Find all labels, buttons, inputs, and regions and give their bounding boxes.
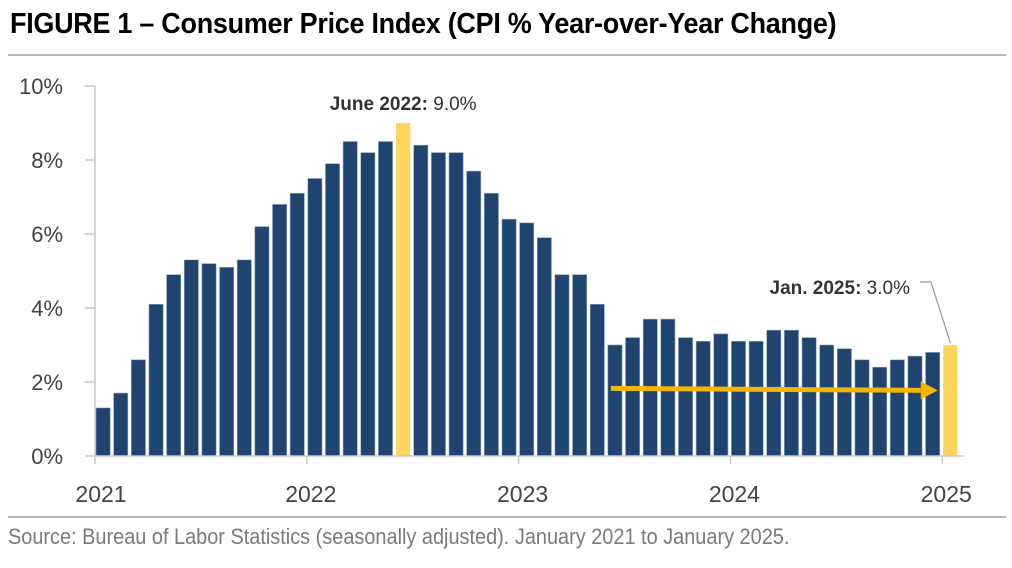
bar — [678, 337, 693, 457]
axes-group: 0% 2% 4% 6% 8% 10% 2021 2022 2023 2024 2025 — [19, 74, 972, 507]
cpi-bar-chart: 0% 2% 4% 6% 8% 10% 2021 2022 2023 2024 2025 June 2… — [19, 74, 972, 507]
annotation-peak: June 2022: 9.0% — [330, 94, 477, 115]
bar — [889, 359, 905, 457]
bar — [536, 237, 552, 457]
x-tick-label: 2021 — [75, 481, 126, 507]
bar — [396, 123, 411, 456]
bar — [784, 329, 799, 457]
bar — [907, 355, 923, 457]
annotation-leader-line — [920, 281, 951, 344]
bar — [431, 152, 446, 457]
annotation-peak-value: 9.0% — [428, 94, 477, 115]
bar — [236, 259, 252, 457]
bar — [95, 407, 111, 457]
bar — [378, 141, 393, 457]
bar — [307, 178, 323, 457]
bar — [589, 303, 605, 457]
x-tick-label: 2024 — [709, 481, 760, 507]
y-tick-label: 10% — [19, 74, 63, 99]
bar — [819, 344, 835, 457]
bar — [148, 303, 164, 457]
bar — [731, 340, 746, 457]
bar — [325, 163, 340, 457]
bar — [501, 218, 517, 457]
bar — [695, 340, 711, 457]
x-tick-label: 2022 — [285, 481, 336, 507]
bar — [289, 193, 305, 457]
bar — [342, 141, 358, 457]
bar — [943, 345, 958, 456]
y-tick-label: 6% — [31, 222, 63, 247]
bar — [625, 337, 640, 457]
y-tick-label: 4% — [31, 296, 63, 321]
bar — [360, 152, 376, 457]
title-divider — [8, 54, 1006, 56]
bar — [272, 204, 287, 457]
bar — [219, 266, 235, 457]
annotation-peak-date: June 2022: — [330, 94, 428, 115]
bar — [483, 193, 499, 457]
annotation-latest: Jan. 2025: 3.0% — [770, 278, 911, 299]
bar — [466, 170, 482, 457]
bar — [554, 274, 570, 457]
x-tick-label: 2023 — [497, 481, 548, 507]
bar — [519, 222, 535, 457]
bar — [854, 359, 870, 457]
trend-arrow-head-icon — [920, 381, 938, 400]
bar — [254, 226, 270, 457]
annotation-latest-value: 3.0% — [861, 278, 910, 299]
bar — [766, 329, 782, 457]
annotations-group: June 2022: 9.0% Jan. 2025: 3.0% — [330, 94, 951, 400]
bar — [448, 152, 464, 457]
y-tick-label: 2% — [31, 370, 63, 395]
bar — [166, 274, 182, 457]
bar — [872, 366, 888, 457]
bar — [607, 344, 623, 457]
x-tick-label: 2025 — [921, 481, 972, 507]
trend-arrow-shaft — [610, 385, 924, 393]
bar — [836, 348, 852, 457]
bar — [413, 144, 429, 457]
bar — [572, 274, 588, 457]
bar — [131, 359, 146, 457]
annotation-latest-date: Jan. 2025: — [770, 278, 862, 299]
bar — [801, 337, 817, 457]
bar — [713, 333, 729, 457]
bar — [925, 352, 941, 457]
bar — [183, 259, 199, 457]
y-tick-label: 0% — [31, 444, 63, 469]
source-divider — [8, 516, 1006, 518]
bar — [201, 263, 217, 457]
source-note: Source: Bureau of Labor Statistics (seas… — [8, 524, 790, 549]
y-tick-label: 8% — [31, 148, 63, 173]
bars-group — [95, 123, 958, 457]
figure-title: FIGURE 1 – Consumer Price Index (CPI % Y… — [10, 8, 837, 40]
bar — [113, 392, 129, 457]
bar — [748, 340, 764, 457]
